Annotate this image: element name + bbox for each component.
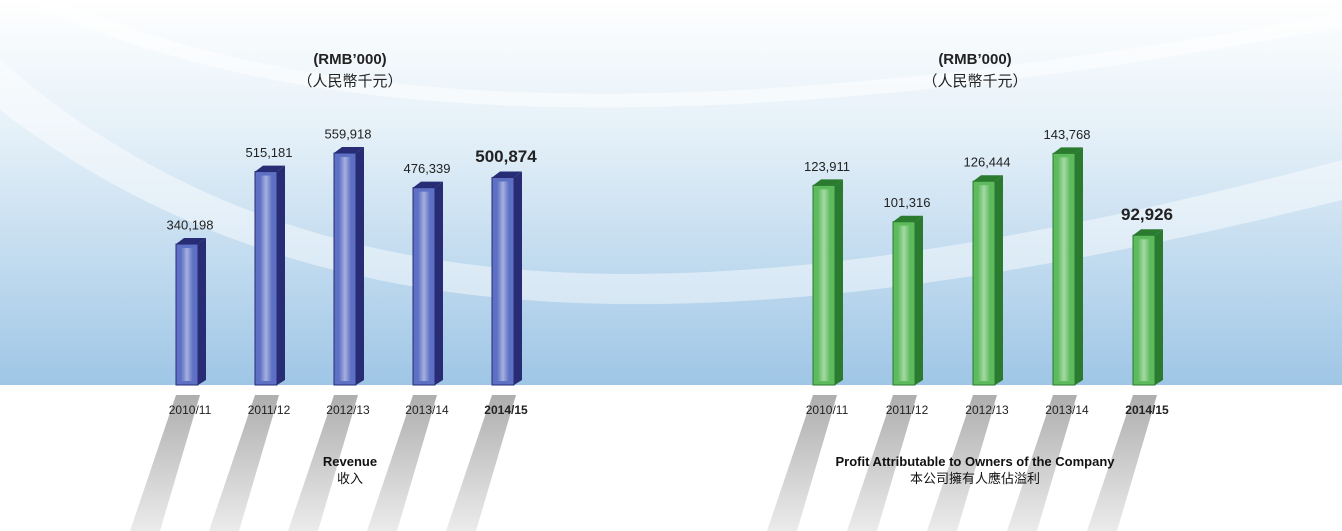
bar-shadow: [927, 395, 997, 531]
bar-side: [835, 179, 843, 385]
bar-shadow: [1087, 395, 1157, 531]
chart-title-zh: 本公司擁有人應佔溢利: [909, 471, 1040, 486]
value-label: 101,316: [884, 195, 931, 210]
swoosh: [37, 0, 1342, 108]
bar-top: [1053, 147, 1083, 154]
value-label: 126,444: [964, 155, 1011, 170]
bar-top: [1133, 229, 1163, 236]
chart-title-zh: 收入: [336, 471, 363, 486]
bar-shine: [818, 189, 830, 381]
bar-top: [176, 238, 206, 245]
bar-side: [514, 171, 522, 385]
bar-shine: [181, 248, 193, 381]
bar-top: [893, 215, 923, 222]
bar-top: [413, 181, 443, 188]
bar-side: [995, 175, 1003, 385]
bar-top: [255, 165, 285, 172]
bar-side: [277, 165, 285, 385]
x-tick-label: 2014/15: [1125, 403, 1169, 417]
bar-shine: [1058, 157, 1070, 381]
value-label: 143,768: [1044, 127, 1091, 142]
unit-label-zh: （人民幣千元）: [297, 73, 402, 90]
bar-shine: [418, 191, 430, 381]
bar-top: [973, 175, 1003, 182]
unit-label: (RMB’000): [313, 51, 386, 68]
bar-shine: [978, 185, 990, 381]
chart-title: Profit Attributable to Owners of the Com…: [835, 454, 1115, 469]
bar-top: [334, 147, 364, 154]
bar-side: [1075, 147, 1083, 385]
value-label: 559,918: [325, 126, 372, 141]
value-label: 500,874: [475, 147, 537, 166]
x-tick-label: 2010/11: [806, 403, 849, 417]
bar-shine: [260, 175, 272, 381]
value-label: 515,181: [246, 145, 293, 160]
bar-shine: [898, 225, 910, 381]
x-tick-label: 2011/12: [248, 403, 291, 417]
bar-side: [915, 215, 923, 385]
bar-shadow: [130, 395, 200, 531]
unit-label: (RMB’000): [938, 51, 1011, 68]
value-label: 123,911: [804, 159, 850, 174]
x-tick-label: 2014/15: [484, 403, 528, 417]
unit-label-zh: （人民幣千元）: [922, 73, 1027, 90]
value-label: 92,926: [1121, 205, 1173, 224]
x-tick-label: 2012/13: [326, 403, 370, 417]
bar-side: [198, 238, 206, 385]
chart-caption: Revenue 收入: [240, 453, 460, 487]
value-label: 340,198: [167, 217, 214, 232]
x-tick-label: 2010/11: [169, 403, 212, 417]
bar-shine: [1138, 239, 1150, 381]
bar-shadow: [767, 395, 837, 531]
x-tick-label: 2011/12: [886, 403, 929, 417]
bar-shine: [497, 181, 509, 381]
bar-top: [492, 171, 522, 178]
bar-shadow: [367, 395, 437, 531]
chart-caption: Profit Attributable to Owners of the Com…: [835, 453, 1115, 487]
bar-side: [435, 181, 443, 385]
x-tick-label: 2013/14: [1045, 403, 1089, 417]
value-label: 476,339: [404, 161, 451, 176]
bar-shine: [339, 157, 351, 381]
bar-shadow: [1007, 395, 1077, 531]
bar-shadow: [288, 395, 358, 531]
chart-title: Revenue: [322, 454, 378, 469]
x-tick-label: 2013/14: [405, 403, 449, 417]
bar-shadow: [446, 395, 516, 531]
bar-top: [813, 179, 843, 186]
x-tick-label: 2012/13: [965, 403, 1009, 417]
bar-side: [356, 147, 364, 385]
bar-shadow: [209, 395, 279, 531]
bar-shadow: [847, 395, 917, 531]
bar-side: [1155, 229, 1163, 385]
